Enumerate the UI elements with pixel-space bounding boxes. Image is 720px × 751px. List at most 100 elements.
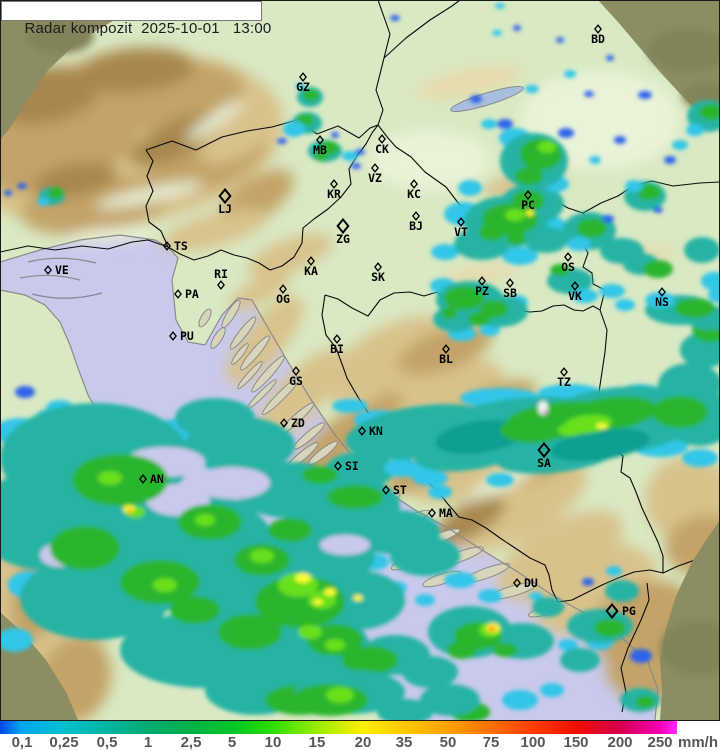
station-label: ZD <box>291 416 305 430</box>
station-diamond-icon <box>410 179 418 189</box>
radar-map: BD GZ MB CK VZ KR KC ZG BJ VT PC LJ TS VE RI PA PU OG KA SK… <box>0 0 720 721</box>
station-diamond-icon <box>316 135 324 145</box>
scale-tick-label: 1 <box>143 734 153 751</box>
station-diamond-icon <box>163 241 171 251</box>
station-label: DU <box>524 576 538 590</box>
station-label: TS <box>174 239 188 253</box>
intensity-scale: 0,1 0,25 0,5 1 2,5 5 10 15 20 35 50 75 100 150 200 250 m… <box>0 721 720 751</box>
station-label: MB <box>313 143 327 157</box>
scale-tick-label: 75 <box>482 734 500 751</box>
station-label: VE <box>55 263 69 277</box>
station-label: GS <box>289 374 303 388</box>
station-label: LJ <box>218 202 232 216</box>
station-marker-DU: DU <box>513 576 538 590</box>
scale-tick-label: 0,25 <box>49 734 79 751</box>
station-label: VZ <box>368 171 382 185</box>
station-label: KR <box>327 187 341 201</box>
station-marker-ZG: ZG <box>336 217 350 246</box>
station-diamond-icon <box>307 256 315 266</box>
station-marker-OS: OS <box>561 252 575 274</box>
station-label: CK <box>375 142 389 156</box>
scale-tick-label: 15 <box>308 734 326 751</box>
station-diamond-icon <box>524 190 532 200</box>
station-diamond-icon <box>169 331 177 341</box>
station-marker-SB: SB <box>503 278 517 300</box>
station-label: BD <box>591 32 605 46</box>
station-marker-NS: NS <box>655 287 669 309</box>
station-marker-ST: ST <box>382 483 407 497</box>
station-marker-AN: AN <box>139 472 164 486</box>
station-diamond-icon <box>537 441 551 459</box>
station-label: ST <box>393 483 407 497</box>
station-diamond-icon <box>564 252 572 262</box>
station-marker-VT: VT <box>454 217 468 239</box>
station-diamond-icon <box>330 179 338 189</box>
title-box: Radar kompozit 2025-10-01 13:00 <box>1 1 271 37</box>
station-marker-ZD: ZD <box>280 416 305 430</box>
station-diamond-icon <box>174 289 182 299</box>
station-diamond-icon <box>333 334 341 344</box>
station-diamond-icon <box>139 474 147 484</box>
station-diamond-icon <box>299 72 307 82</box>
scale-tick-label: 100 <box>520 734 546 751</box>
station-label: AN <box>150 472 164 486</box>
station-diamond-icon <box>218 187 232 205</box>
station-marker-RI: RI <box>214 267 228 290</box>
station-markers: BD GZ MB CK VZ KR KC ZG BJ VT PC LJ TS VE RI PA PU OG KA SK… <box>44 24 669 620</box>
station-marker-KA: KA <box>304 256 318 278</box>
station-marker-KN: KN <box>358 424 383 438</box>
station-label: VT <box>454 225 468 239</box>
station-diamond-icon <box>336 217 350 235</box>
station-diamond-icon <box>457 217 465 227</box>
station-diamond-icon <box>44 265 52 275</box>
station-label: SK <box>371 270 385 284</box>
station-marker-BL: BL <box>439 344 453 366</box>
station-marker-PG: PG <box>605 602 636 620</box>
station-diamond-icon <box>594 24 602 34</box>
station-marker-BI: BI <box>330 334 344 356</box>
station-label: PG <box>622 604 636 618</box>
scale-tick-label: 2,5 <box>180 734 202 751</box>
station-diamond-icon <box>658 287 666 297</box>
scale-tick-label: 10 <box>264 734 282 751</box>
station-label: MA <box>439 506 453 520</box>
station-marker-MB: MB <box>313 135 327 157</box>
station-label: BI <box>330 342 344 356</box>
station-marker-VK: VK <box>568 281 582 303</box>
station-label: BL <box>439 352 453 366</box>
lake-balaton <box>450 85 524 113</box>
station-diamond-icon <box>382 485 390 495</box>
station-diamond-icon <box>280 418 288 428</box>
station-label: KA <box>304 264 318 278</box>
station-label: SB <box>503 286 517 300</box>
station-label: PU <box>180 329 194 343</box>
station-diamond-icon <box>374 262 382 272</box>
station-diamond-icon <box>378 134 386 144</box>
station-label: TZ <box>557 375 571 389</box>
station-label: PA <box>185 287 199 301</box>
station-label: KN <box>369 424 383 438</box>
station-marker-MA: MA <box>428 506 453 520</box>
scale-tick-label: 0,1 <box>11 734 33 751</box>
station-marker-SA: SA <box>537 441 551 470</box>
station-label: GZ <box>296 80 310 94</box>
station-diamond-icon <box>442 344 450 354</box>
scale-tick-label: 0,5 <box>96 734 118 751</box>
station-marker-PU: PU <box>169 329 194 343</box>
station-label: OS <box>561 260 575 274</box>
station-marker-BD: BD <box>591 24 605 46</box>
station-marker-TZ: TZ <box>557 367 571 389</box>
station-marker-SK: SK <box>371 262 385 284</box>
station-diamond-icon <box>571 281 579 291</box>
station-label: SI <box>345 459 359 473</box>
station-label: SA <box>537 456 551 470</box>
station-diamond-icon <box>478 276 486 286</box>
station-diamond-icon <box>560 367 568 377</box>
station-label: PZ <box>475 284 489 298</box>
station-marker-GS: GS <box>289 366 303 388</box>
station-diamond-icon <box>428 508 436 518</box>
station-label: PC <box>521 198 535 212</box>
map-title: Radar kompozit 2025-10-01 13:00 <box>24 20 272 37</box>
station-marker-PZ: PZ <box>475 276 489 298</box>
